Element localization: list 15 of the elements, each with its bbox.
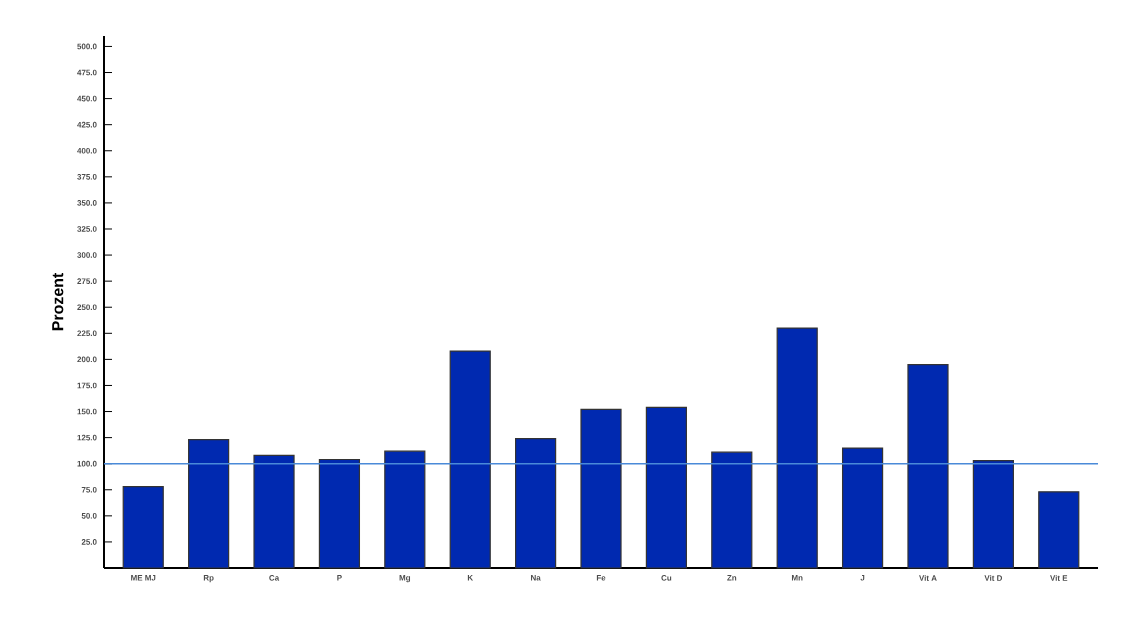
bar (318, 458, 361, 569)
bar (253, 454, 295, 569)
bar (580, 408, 622, 569)
bar (972, 459, 1014, 569)
bar (907, 363, 949, 569)
bar (384, 450, 426, 569)
bar (841, 447, 884, 569)
bar (776, 327, 818, 569)
bar (449, 350, 491, 569)
bar (645, 406, 687, 569)
bar (122, 486, 164, 569)
bar (188, 439, 230, 569)
bar (1038, 491, 1080, 569)
bar (515, 438, 557, 569)
bar (711, 451, 753, 569)
